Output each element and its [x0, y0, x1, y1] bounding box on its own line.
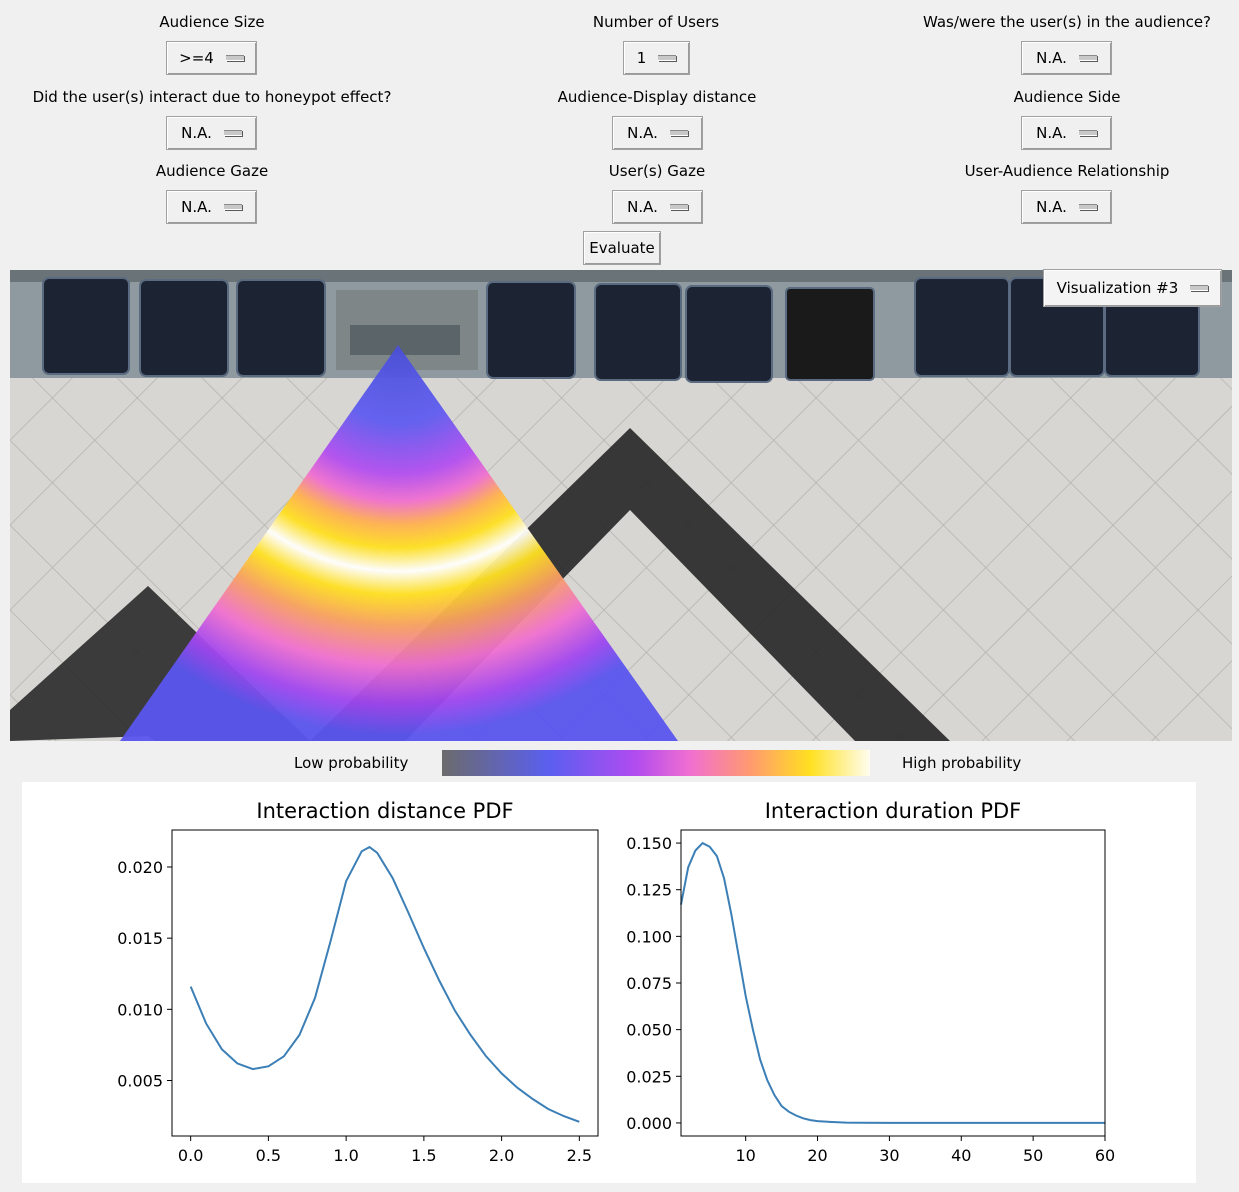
x-tick-label: 60 — [1095, 1146, 1115, 1165]
x-tick-label: 1.5 — [411, 1146, 436, 1165]
pdf-charts: Interaction distance PDF 0.0 0.5 1.0 1.5 2.0 2… — [117, 799, 1115, 1165]
user-audience-relationship-select[interactable]: N.A. — [1021, 190, 1112, 224]
x-tick-label: 2.0 — [489, 1146, 514, 1165]
dropdown-indicator-icon — [223, 130, 242, 136]
x-tick-label: 2.5 — [567, 1146, 592, 1165]
x-tick-label: 0.5 — [256, 1146, 281, 1165]
user-audience-relationship-value: N.A. — [1036, 198, 1067, 216]
x-tick-label: 20 — [807, 1146, 827, 1165]
dropdown-indicator-icon — [225, 55, 244, 61]
number-of-users-label: Number of Users — [592, 13, 720, 31]
x-tick-label: 1.0 — [333, 1146, 358, 1165]
dropdown-indicator-icon — [1190, 285, 1209, 291]
chart-0: Interaction distance PDF 0.0 0.5 1.0 1.5 2.0 2… — [117, 799, 599, 1165]
number-of-users-value: 1 — [636, 49, 647, 67]
series-line — [189, 845, 580, 1123]
dropdown-indicator-icon — [669, 204, 688, 210]
honeypot-effect-select[interactable]: N.A. — [166, 116, 257, 150]
y-tick-label: 0.015 — [117, 929, 163, 948]
series-line — [680, 841, 1105, 1124]
honeypot-effect-value: N.A. — [181, 124, 212, 142]
users-gaze-value: N.A. — [627, 198, 658, 216]
y-tick-label: 0.050 — [626, 1021, 672, 1040]
x-tick-label: 0.0 — [178, 1146, 203, 1165]
x-tick-label: 30 — [879, 1146, 899, 1165]
y-tick-label: 0.000 — [626, 1114, 672, 1133]
users-gaze-label: User(s) Gaze — [608, 162, 706, 180]
x-tick-label: 40 — [951, 1146, 971, 1165]
audience-gaze-select[interactable]: N.A. — [166, 190, 257, 224]
visualization-select-value: Visualization #3 — [1056, 279, 1179, 297]
y-tick-label: 0.005 — [117, 1071, 163, 1090]
y-tick-label: 0.100 — [626, 927, 672, 946]
y-tick-label: 0.025 — [626, 1067, 672, 1086]
audience-side-value: N.A. — [1036, 124, 1067, 142]
plot-frame — [171, 829, 599, 1137]
user-in-audience-label: Was/were the user(s) in the audience? — [922, 13, 1212, 31]
audience-display-distance-select[interactable]: N.A. — [612, 116, 703, 150]
audience-gaze-label: Audience Gaze — [155, 162, 269, 180]
dropdown-indicator-icon — [669, 130, 688, 136]
probability-cone — [120, 345, 678, 741]
y-tick-label: 0.020 — [117, 858, 163, 877]
chart-title: Interaction duration PDF — [765, 799, 1022, 823]
visualization-select[interactable]: Visualization #3 — [1043, 269, 1222, 307]
x-tick-label: 10 — [735, 1146, 755, 1165]
user-in-audience-value: N.A. — [1036, 49, 1067, 67]
audience-gaze-value: N.A. — [181, 198, 212, 216]
dropdown-indicator-icon — [1078, 55, 1097, 61]
visualization-scene — [10, 270, 1232, 741]
evaluate-button[interactable]: Evaluate — [583, 231, 661, 265]
high-probability-label: High probability — [902, 754, 1022, 772]
dropdown-indicator-icon — [1078, 204, 1097, 210]
chart-title: Interaction distance PDF — [256, 799, 513, 823]
chairs — [42, 277, 1200, 383]
audience-display-distance-label: Audience-Display distance — [557, 88, 757, 106]
number-of-users-select[interactable]: 1 — [623, 41, 690, 75]
audience-size-label: Audience Size — [159, 13, 265, 31]
y-tick-label: 0.125 — [626, 881, 672, 900]
audience-size-value: >=4 — [179, 49, 214, 67]
y-tick-label: 0.010 — [117, 1000, 163, 1019]
user-in-audience-select[interactable]: N.A. — [1021, 41, 1112, 75]
audience-display-distance-value: N.A. — [627, 124, 658, 142]
chart-1: Interaction duration PDF 10 20 30 40 50 60 0.00… — [626, 799, 1115, 1165]
honeypot-effect-label: Did the user(s) interact due to honeypot… — [32, 88, 392, 106]
y-tick-label: 0.075 — [626, 974, 672, 993]
y-tick-label: 0.150 — [626, 834, 672, 853]
audience-size-select[interactable]: >=4 — [166, 41, 257, 75]
dropdown-indicator-icon — [1078, 130, 1097, 136]
dropdown-indicator-icon — [223, 204, 242, 210]
users-gaze-select[interactable]: N.A. — [612, 190, 703, 224]
user-audience-relationship-label: User-Audience Relationship — [964, 162, 1170, 180]
x-tick-label: 50 — [1023, 1146, 1043, 1165]
audience-side-select[interactable]: N.A. — [1021, 116, 1112, 150]
plots-panel: Interaction distance PDF 0.0 0.5 1.0 1.5 2.0 2… — [22, 782, 1196, 1183]
dropdown-indicator-icon — [658, 55, 677, 61]
audience-side-label: Audience Side — [1013, 88, 1121, 106]
plot-frame — [680, 829, 1106, 1137]
low-probability-label: Low probability — [294, 754, 409, 772]
probability-colorbar — [442, 750, 870, 776]
